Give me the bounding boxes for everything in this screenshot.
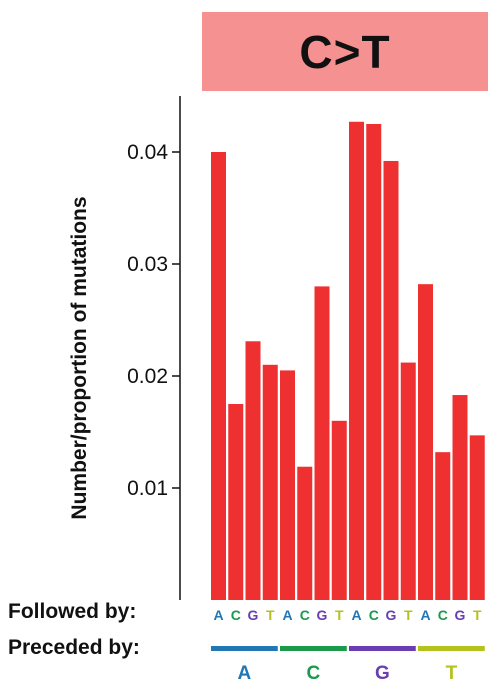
preceded-group-bar: [211, 646, 278, 651]
preceded-group-label: G: [375, 663, 390, 682]
followed-base-label: G: [317, 607, 328, 623]
y-tick-label: 0.03: [127, 253, 168, 276]
bar: [262, 364, 278, 600]
followed-base-label: C: [231, 607, 241, 623]
followed-base-label: A: [420, 607, 430, 623]
bar: [228, 404, 244, 600]
bar: [211, 152, 226, 600]
bar: [383, 160, 399, 600]
bar: [400, 362, 416, 600]
y-tick-label: 0.01: [127, 477, 168, 500]
chart-title: C>T: [299, 25, 391, 78]
bar: [245, 341, 261, 600]
preceded-group-label: A: [238, 663, 252, 682]
followed-base-label: G: [248, 607, 259, 623]
followed-base-label: G: [455, 607, 466, 623]
followed-base-label: T: [266, 607, 275, 623]
followed-base-label: C: [369, 607, 379, 623]
followed-base-label: A: [351, 607, 361, 623]
bar: [280, 370, 295, 600]
preceded-by-label: Preceded by:: [8, 636, 140, 659]
followed-base-label: A: [213, 607, 223, 623]
bar: [297, 466, 313, 600]
followed-base-label: G: [386, 607, 397, 623]
bar: [435, 452, 451, 600]
y-tick-label: 0.02: [127, 365, 168, 388]
preceded-group-label: T: [446, 663, 458, 682]
bar: [452, 395, 468, 600]
followed-base-label: T: [404, 607, 413, 623]
preceded-group-bar: [349, 646, 416, 651]
followed-base-label: C: [300, 607, 310, 623]
bar: [314, 286, 330, 600]
bar: [469, 435, 485, 600]
y-tick-label: 0.04: [127, 141, 168, 164]
title-banner: C>T: [202, 12, 488, 91]
bar: [418, 284, 433, 600]
bar: [349, 121, 364, 600]
bar: [331, 420, 347, 600]
followed-base-label: T: [473, 607, 482, 623]
followed-base-label: C: [438, 607, 448, 623]
preceded-group-bar: [418, 646, 485, 651]
preceded-group-label: C: [307, 663, 321, 682]
followed-base-label: T: [335, 607, 344, 623]
preceded-group-bar: [280, 646, 347, 651]
followed-by-label: Followed by:: [8, 600, 137, 623]
followed-base-label: A: [282, 607, 292, 623]
bar: [366, 124, 382, 600]
